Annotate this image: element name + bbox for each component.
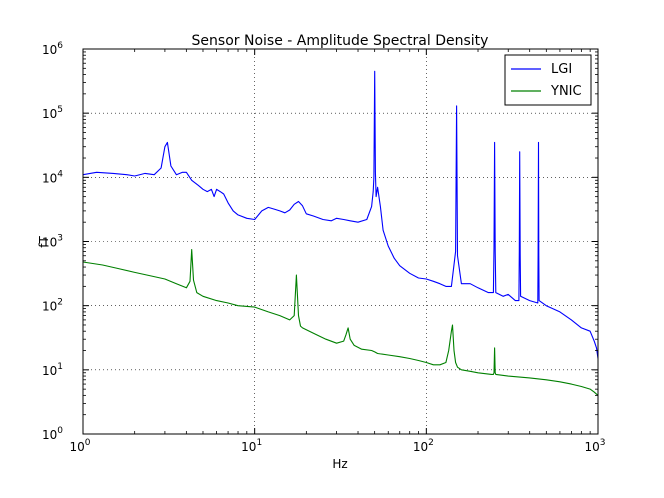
x-axis-label: Hz	[332, 457, 347, 471]
series-line-lgi	[82, 70, 599, 359]
series-line-ynic	[82, 248, 599, 396]
grid-lines	[83, 49, 598, 434]
axis-ticks	[82, 48, 599, 435]
legend-box	[504, 54, 592, 106]
chart-title: Sensor Noise - Amplitude Spectral Densit…	[192, 33, 489, 49]
legend-label-ynic: YNIC	[550, 84, 582, 99]
legend: LGI YNIC	[504, 54, 592, 106]
series-layer	[82, 70, 599, 396]
y-axis-label: fT	[37, 236, 51, 248]
legend-label-lgi: LGI	[551, 62, 572, 77]
